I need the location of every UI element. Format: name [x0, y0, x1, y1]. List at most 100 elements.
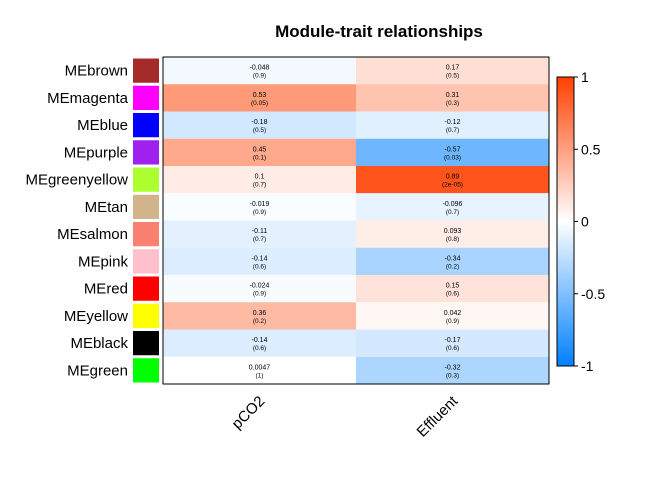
cell-pvalue-label: (0.7) [253, 236, 266, 243]
heatmap-cell [163, 84, 356, 112]
cell-correlation-label: -0.18 [252, 119, 268, 126]
heatmap-cell [356, 57, 549, 85]
module-swatch-MEbrown [133, 58, 159, 83]
module-swatch-MEred [133, 276, 159, 301]
heatmap-cell [356, 275, 549, 303]
cell-pvalue-label: (0.5) [446, 73, 459, 80]
heatmap-cell [356, 247, 549, 275]
cell-pvalue-label: (0.2) [253, 318, 266, 325]
heatmap-border [162, 56, 550, 385]
colorbar-tick-label: 1 [581, 69, 589, 85]
colorbar-ticks: 1 0.5 0 -0.5 -1 [574, 69, 605, 374]
cell-correlation-label: -0.019 [250, 201, 270, 208]
row-label-MEblack: MEblack [70, 335, 128, 352]
heatmap-cell [163, 193, 356, 221]
row-label-MEyellow: MEyellow [64, 308, 128, 325]
cell-correlation-label: -0.096 [443, 201, 463, 208]
heatmap-cell [163, 111, 356, 139]
cell-correlation-label: -0.34 [445, 255, 461, 262]
cell-pvalue-label: (0.9) [446, 318, 459, 325]
column-label-pCO2: pCO2 [229, 393, 269, 433]
cell-correlation-label: 0.31 [446, 92, 460, 99]
cell-pvalue-label: (0.9) [253, 291, 266, 298]
cell-correlation-label: -0.14 [252, 255, 268, 262]
cell-correlation-label: 0.17 [446, 65, 460, 72]
cell-correlation-label: 0.53 [253, 92, 267, 99]
row-label-MEsalmon: MEsalmon [57, 226, 128, 243]
module-row-labels: MEbrown MEmagenta MEblue MEpurple MEgreenyel… [25, 63, 128, 380]
row-label-MEmagenta: MEmagenta [47, 90, 129, 107]
heatmap-cell [163, 57, 356, 85]
cell-pvalue-label: (0.2) [446, 263, 459, 270]
heatmap-cell [163, 275, 356, 303]
module-swatch-MEgreen [133, 358, 159, 383]
chart-title: Module-trait relationships [275, 22, 483, 41]
cell-correlation-label: -0.17 [445, 337, 461, 344]
cell-correlation-label: -0.12 [445, 119, 461, 126]
heatmap-cell [163, 247, 356, 275]
colorbar-tick-label: -0.5 [581, 286, 605, 302]
module-swatch-MEblack [133, 331, 159, 356]
cell-correlation-label: 0.15 [446, 283, 460, 290]
heatmap-cell [356, 302, 549, 330]
row-label-MEgreen: MEgreen [67, 362, 128, 379]
module-swatch-MEblue [133, 113, 159, 138]
row-label-MEred: MEred [84, 281, 128, 298]
heatmap-cell [356, 220, 549, 248]
module-swatch-MEtan [133, 194, 159, 219]
module-swatch-MEpurple [133, 140, 159, 165]
module-swatch-MEsalmon [133, 222, 159, 247]
colorbar-tick-label: 0.5 [581, 141, 601, 157]
heatmap-cell [356, 356, 549, 384]
cell-correlation-label: -0.57 [445, 146, 461, 153]
colorbar-gradient [556, 76, 575, 367]
heatmap-cell [356, 111, 549, 139]
cell-pvalue-label: (0.7) [446, 127, 459, 134]
cell-pvalue-label: (0.5) [253, 127, 266, 134]
cell-pvalue-label: (0.9) [253, 209, 266, 216]
module-swatch-MEmagenta [133, 85, 159, 110]
cell-correlation-label: -0.048 [250, 65, 270, 72]
cell-pvalue-label: (0.6) [446, 345, 459, 352]
cell-correlation-label: -0.14 [252, 337, 268, 344]
colorbar-tick-label: 0 [581, 214, 589, 230]
cell-correlation-label: 0.0047 [249, 364, 271, 371]
cell-pvalue-label: (2e-05) [442, 182, 463, 189]
heatmap-cell [356, 166, 549, 194]
heatmap-cell [356, 84, 549, 112]
heatmap-cell [163, 329, 356, 357]
heatmap-cell [356, 193, 549, 221]
cell-pvalue-label: (0.8) [446, 236, 459, 243]
cell-pvalue-label: (0.1) [253, 154, 266, 161]
cell-pvalue-label: (0.9) [253, 73, 266, 80]
cell-pvalue-label: (0.6) [253, 263, 266, 270]
row-label-MEbrown: MEbrown [65, 63, 128, 80]
heatmap-cell [356, 138, 549, 166]
row-label-MEgreenyellow: MEgreenyellow [25, 172, 128, 189]
cell-correlation-label: 0.45 [253, 146, 267, 153]
heatmap-cell [356, 329, 549, 357]
row-label-MEpink: MEpink [78, 253, 129, 270]
cell-pvalue-label: (0.6) [446, 291, 459, 298]
colorbar: 1 0.5 0 -0.5 -1 [556, 69, 605, 374]
cell-correlation-label: -0.024 [250, 283, 270, 290]
cell-pvalue-label: (0.7) [446, 209, 459, 216]
heatmap-cell [163, 220, 356, 248]
cell-correlation-label: 0.36 [253, 310, 267, 317]
module-swatch-MEyellow [133, 303, 159, 328]
trait-column-labels: pCO2 Effluent [229, 392, 462, 440]
module-swatch-MEpink [133, 249, 159, 274]
row-label-MEblue: MEblue [77, 117, 128, 134]
row-label-MEpurple: MEpurple [64, 144, 128, 161]
cell-pvalue-label: (0.3) [446, 372, 459, 379]
cell-pvalue-label: (0.05) [251, 100, 268, 107]
cell-correlation-label: 0.89 [446, 174, 460, 181]
colorbar-tick-label: -1 [581, 358, 594, 374]
heatmap-cells: -0.048(0.9)0.17(0.5)0.53(0.05)0.31(0.3)-… [163, 57, 549, 384]
cell-pvalue-label: (0.03) [444, 154, 461, 161]
heatmap-cell [163, 302, 356, 330]
heatmap-cell [163, 138, 356, 166]
module-swatch-MEgreenyellow [133, 167, 159, 192]
cell-correlation-label: 0.093 [444, 228, 462, 235]
